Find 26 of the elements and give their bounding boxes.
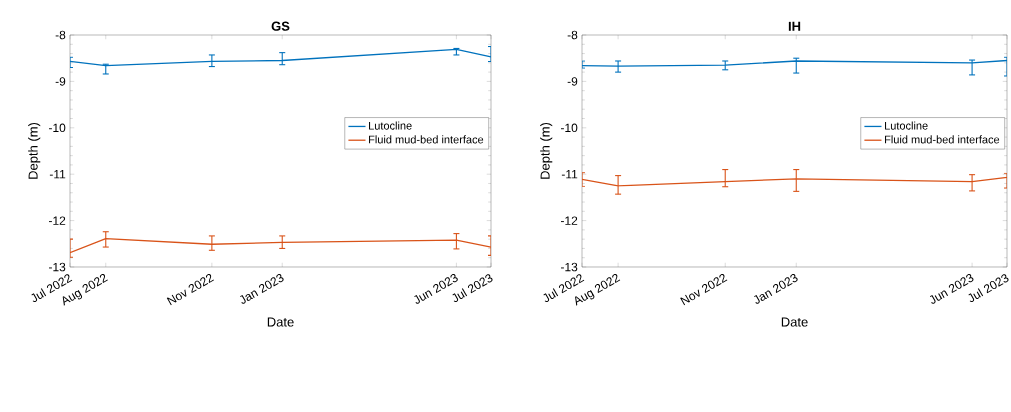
legend-label: Fluid mud-bed interface	[369, 135, 484, 144]
legend-label: Lutocline	[369, 121, 412, 130]
y-tick-label: -12	[48, 216, 66, 225]
y-tick-label: -13	[561, 262, 578, 272]
y-tick-label: -10	[561, 123, 578, 133]
x-tick-label: Nov 2022	[680, 273, 728, 306]
y-tick-label: -10	[48, 123, 66, 133]
y-tick-label: -11	[49, 170, 66, 179]
x-tick-label: Nov 2022	[166, 273, 214, 306]
y-axis-title: Depth (m)	[28, 122, 41, 179]
y-tick-label: -9	[55, 77, 66, 86]
y-tick-label: -8	[567, 30, 578, 40]
legend-label: Fluid mud-bed interface	[885, 135, 1000, 144]
chart-title: GS	[271, 21, 290, 31]
y-tick-label: -9	[567, 77, 578, 86]
y-axis-title: Depth (m)	[540, 122, 553, 179]
x-tick-label: Jan 2023	[240, 273, 284, 304]
y-tick-label: -13	[48, 262, 66, 272]
y-tick-label: -8	[55, 30, 66, 40]
x-axis-title: Date	[267, 317, 294, 327]
y-tick-label: -12	[561, 216, 578, 225]
y-tick-label: -11	[561, 170, 578, 179]
legend-label: Lutocline	[885, 121, 928, 130]
chart-title: IH	[788, 21, 801, 31]
x-tick-label: Jan 2023	[754, 273, 798, 304]
x-axis-title: Date	[781, 317, 808, 327]
